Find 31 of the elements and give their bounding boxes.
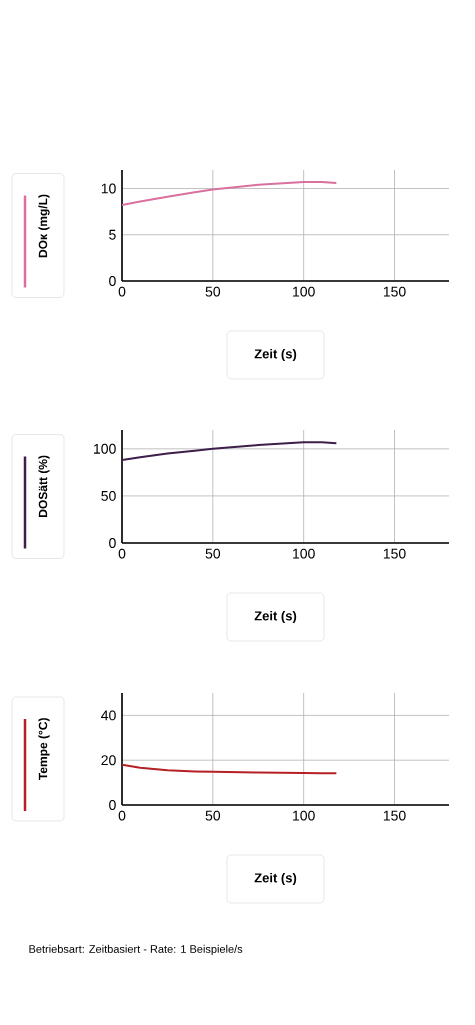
x-tick-label: 100 bbox=[293, 548, 315, 559]
x-axis-title: Zeit (s) bbox=[254, 610, 297, 624]
text: Betriebsart: Zeitbasiert - Rate: 1 Beispiele/s bbox=[29, 944, 243, 956]
x-tick-label: 50 bbox=[205, 286, 221, 297]
x-tick-label: 0 bbox=[118, 548, 126, 559]
x-axis-title: Zeit (s) bbox=[254, 348, 297, 362]
y-axis-title: DOSätt (%) bbox=[38, 455, 50, 517]
y-axis-title: Tempe (°C) bbox=[38, 718, 50, 780]
x-tick-label: 100 bbox=[293, 810, 315, 821]
y-tick-label: 50 bbox=[101, 490, 116, 501]
y-tick-label: 20 bbox=[101, 755, 116, 766]
x-tick-label: 50 bbox=[205, 548, 221, 559]
x-tick-label: 50 bbox=[205, 810, 221, 821]
line-series bbox=[122, 763, 338, 775]
x-tick-label: 150 bbox=[383, 286, 406, 297]
x-tick-label: 0 bbox=[118, 286, 126, 297]
line-series bbox=[122, 181, 338, 207]
y-axis-title: DOк (mg/L) bbox=[38, 194, 50, 258]
x-tick-label: 100 bbox=[293, 286, 315, 297]
x-axis-title: Zeit (s) bbox=[254, 872, 297, 886]
y-tick-label: 40 bbox=[101, 710, 116, 721]
y-tick-label: 0 bbox=[109, 276, 116, 286]
x-tick-label: 150 bbox=[383, 810, 406, 821]
y-tick-label: 0 bbox=[109, 800, 116, 810]
x-tick-label: 0 bbox=[118, 810, 126, 821]
y-tick-label: 100 bbox=[94, 443, 116, 454]
line-series bbox=[122, 441, 338, 462]
y-tick-label: 0 bbox=[109, 538, 116, 548]
x-tick-label: 150 bbox=[383, 548, 406, 559]
y-tick-label: 5 bbox=[109, 229, 116, 240]
y-tick-label: 10 bbox=[101, 183, 116, 194]
